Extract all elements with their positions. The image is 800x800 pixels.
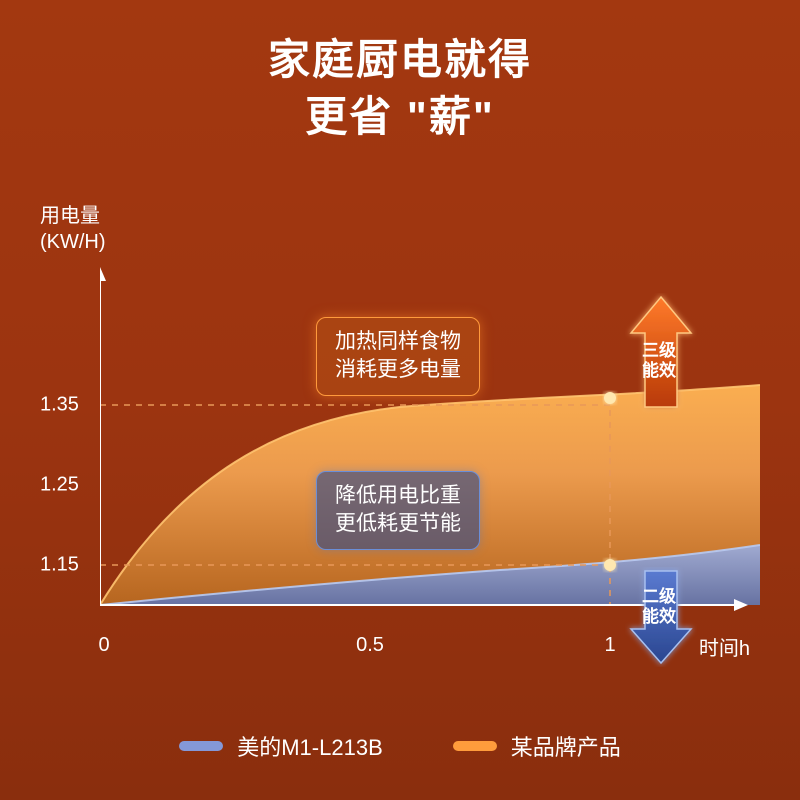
arrow-up-label-1: 三级 bbox=[642, 341, 676, 360]
arrow-up-label: 三级 能效 bbox=[642, 341, 676, 380]
energy-chart: 用电量 (KW/H) 1.35 1.25 1.15 0 0.5 1 时间h bbox=[40, 175, 760, 655]
callout-product: 降低用电比重 更低耗更节能 bbox=[316, 471, 480, 550]
x-axis-label: 时间h bbox=[699, 632, 750, 661]
arrow-down-label-1: 二级 bbox=[642, 587, 676, 606]
legend-swatch-icon bbox=[179, 741, 223, 751]
legend-item-competitor: 某品牌产品 bbox=[453, 730, 621, 762]
dot-product bbox=[604, 559, 616, 571]
title-line-2: 更省 "薪" bbox=[0, 89, 800, 146]
callout-product-1: 降低用电比重 bbox=[335, 484, 461, 507]
x-tick: 0.5 bbox=[356, 634, 384, 657]
callout-competitor-2: 消耗更多电量 bbox=[335, 358, 461, 381]
callout-competitor: 加热同样食物 消耗更多电量 bbox=[316, 317, 480, 396]
callout-product-2: 更低耗更节能 bbox=[335, 512, 461, 535]
y-axis-label: 用电量 (KW/H) bbox=[40, 203, 106, 255]
y-axis-label-1: 用电量 bbox=[40, 205, 100, 227]
x-tick: 1 bbox=[604, 634, 615, 657]
legend-swatch-icon bbox=[453, 741, 497, 751]
x-tick: 0 bbox=[98, 634, 109, 657]
arrow-down-label: 二级 能效 bbox=[642, 587, 676, 626]
y-axis-arrowhead bbox=[100, 267, 106, 281]
y-tick: 1.35 bbox=[40, 394, 79, 417]
arrow-down-label-2: 能效 bbox=[642, 607, 676, 626]
callout-competitor-1: 加热同样食物 bbox=[335, 330, 461, 353]
legend-label: 美的M1-L213B bbox=[237, 730, 383, 762]
dot-competitor bbox=[604, 392, 616, 404]
legend: 美的M1-L213B 某品牌产品 bbox=[0, 730, 800, 762]
legend-label: 某品牌产品 bbox=[511, 730, 621, 762]
page-title: 家庭厨电就得 更省 "薪" bbox=[0, 0, 800, 145]
legend-item-product: 美的M1-L213B bbox=[179, 730, 383, 762]
title-line-1: 家庭厨电就得 bbox=[0, 32, 800, 89]
arrow-up-label-2: 能效 bbox=[642, 361, 676, 380]
y-axis-label-2: (KW/H) bbox=[40, 231, 106, 253]
y-tick: 1.15 bbox=[40, 554, 79, 577]
y-tick: 1.25 bbox=[40, 474, 79, 497]
